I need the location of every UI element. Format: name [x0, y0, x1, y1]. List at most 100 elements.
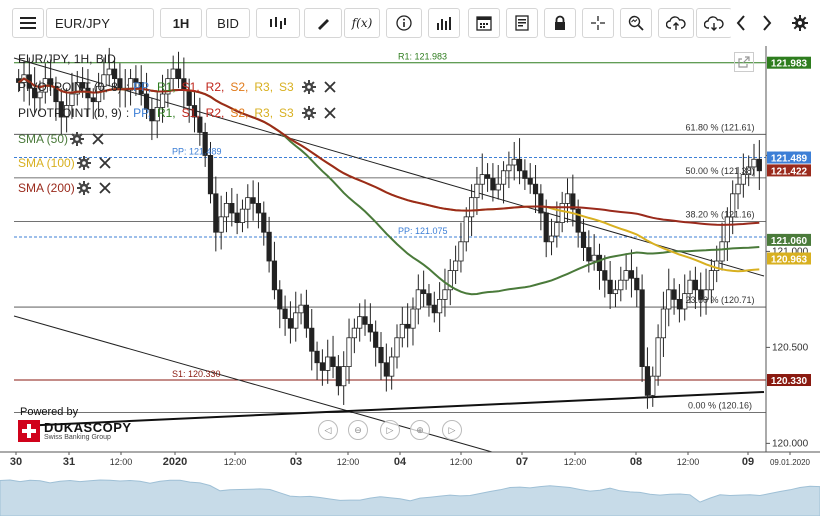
function-icon: f(x): [351, 16, 373, 30]
candle: [692, 279, 698, 291]
candle: [143, 93, 150, 110]
candle: [655, 337, 661, 377]
indicator-row[interactable]: SMA (100): [18, 156, 111, 170]
gear-icon[interactable]: [70, 132, 85, 146]
upload-button[interactable]: [658, 8, 694, 38]
info-button[interactable]: [386, 8, 422, 38]
expand-button[interactable]: [734, 52, 754, 72]
timeframe-selector[interactable]: 1H: [160, 8, 202, 38]
zoom-button[interactable]: [620, 8, 652, 38]
zoom-in-button[interactable]: ⊕: [410, 420, 430, 440]
close-icon[interactable]: [99, 182, 111, 194]
candle: [218, 216, 224, 233]
indicator-row[interactable]: PIVOTPOINT (0, 8): PP, R1, S1, R2, S2, R3, S3: [18, 80, 336, 94]
candle: [586, 247, 592, 262]
indicators-button[interactable]: f(x): [344, 8, 380, 38]
candle: [330, 356, 336, 367]
navigator-area: [0, 479, 820, 516]
candle: [255, 203, 262, 214]
pivot-level-toggle[interactable]: R3,: [254, 80, 274, 94]
download-button[interactable]: [696, 8, 732, 38]
zoom-out-button[interactable]: ⊖: [348, 420, 368, 440]
candle: [522, 170, 528, 179]
menu-button[interactable]: [12, 8, 44, 38]
price-chart[interactable]: 121.000120.500120.000121.500303112:00202…: [0, 46, 820, 516]
chart-area[interactable]: 121.000120.500120.000121.500303112:00202…: [0, 46, 820, 516]
close-icon[interactable]: [92, 133, 104, 145]
price-type-selector[interactable]: BID: [206, 8, 250, 38]
gear-icon[interactable]: [76, 156, 91, 170]
symbol-selector[interactable]: EUR/JPY: [46, 8, 154, 38]
price-tag-label: 121.983: [771, 59, 808, 70]
candle: [106, 68, 112, 76]
candle: [362, 316, 368, 325]
candle: [74, 82, 80, 95]
pivot-level-toggle[interactable]: R1,: [156, 80, 176, 94]
chart-type-button[interactable]: [256, 8, 300, 38]
indicator-row[interactable]: PIVOTPOINT (0, 9): PP, R1, S1, R2, S2, R3, S3: [18, 106, 336, 120]
gear-icon[interactable]: [301, 106, 316, 120]
x-tick-label: 30: [10, 456, 22, 468]
draw-button[interactable]: [304, 8, 342, 38]
chevron-left-icon: [736, 15, 745, 31]
crosshair-button[interactable]: [582, 8, 614, 38]
lock-button[interactable]: [544, 8, 576, 38]
close-icon[interactable]: [99, 157, 111, 169]
candle: [154, 107, 160, 122]
pivot-level-toggle[interactable]: S2,: [230, 106, 249, 120]
pivot-level-toggle[interactable]: PP,: [133, 106, 151, 120]
candle: [453, 260, 459, 271]
close-icon[interactable]: [324, 107, 336, 119]
pivot-level-toggle[interactable]: R2,: [205, 106, 225, 120]
indicator-row[interactable]: SMA (200): [18, 181, 111, 195]
candle: [229, 203, 235, 214]
candle: [346, 337, 352, 367]
price-tag: [767, 164, 811, 177]
price-tag-label: 121.489: [771, 154, 808, 165]
volume-button[interactable]: [428, 8, 460, 38]
play-button[interactable]: ▷: [380, 420, 400, 440]
pivot-level-toggle[interactable]: S3: [279, 80, 294, 94]
pivot-level-toggle[interactable]: S3: [279, 106, 294, 120]
candle: [612, 289, 619, 295]
price-tag: [767, 151, 811, 164]
pivot-level-toggle[interactable]: R1,: [156, 106, 176, 120]
pivot-level-toggle[interactable]: R2,: [205, 80, 225, 94]
pivot-level-toggle[interactable]: PP,: [133, 80, 151, 94]
pivot-level-toggle[interactable]: S1,: [181, 106, 200, 120]
scroll-right-button[interactable]: [756, 8, 778, 38]
candle: [511, 158, 517, 166]
candle: [170, 68, 176, 80]
calendar-button[interactable]: [468, 8, 500, 38]
scroll-left-button[interactable]: [730, 8, 752, 38]
pivot-level-label: PP: 121.489: [172, 147, 222, 157]
pivot-level-toggle[interactable]: R3,: [254, 106, 274, 120]
scroll-forward-button[interactable]: ▷: [442, 420, 462, 440]
swiss-cross-icon: [18, 420, 40, 442]
x-tick-label: 12:00: [677, 457, 700, 467]
candle: [383, 362, 389, 377]
candle: [426, 293, 432, 306]
scroll-back-button[interactable]: ◁: [318, 420, 338, 440]
lock-icon: [555, 15, 565, 30]
indicator-row[interactable]: SMA (50): [18, 132, 104, 146]
settings-button[interactable]: [788, 8, 812, 38]
x-tick-label: 08: [630, 456, 642, 468]
pivot-level-label: R1: 121.983: [398, 52, 447, 62]
indicator-separator: :: [125, 106, 130, 120]
expand-icon: [738, 56, 750, 68]
gear-icon[interactable]: [301, 80, 316, 94]
candle: [90, 97, 96, 103]
pivot-level-toggle[interactable]: S1,: [181, 80, 200, 94]
hamburger-icon: [20, 17, 36, 29]
candle: [484, 174, 491, 179]
candle: [282, 308, 288, 319]
candle: [740, 174, 746, 185]
gear-icon[interactable]: [76, 181, 91, 195]
candle: [495, 183, 501, 191]
report-button[interactable]: [506, 8, 538, 38]
close-icon[interactable]: [324, 81, 336, 93]
candle: [111, 68, 118, 80]
candle: [570, 193, 576, 210]
pivot-level-toggle[interactable]: S2,: [230, 80, 249, 94]
